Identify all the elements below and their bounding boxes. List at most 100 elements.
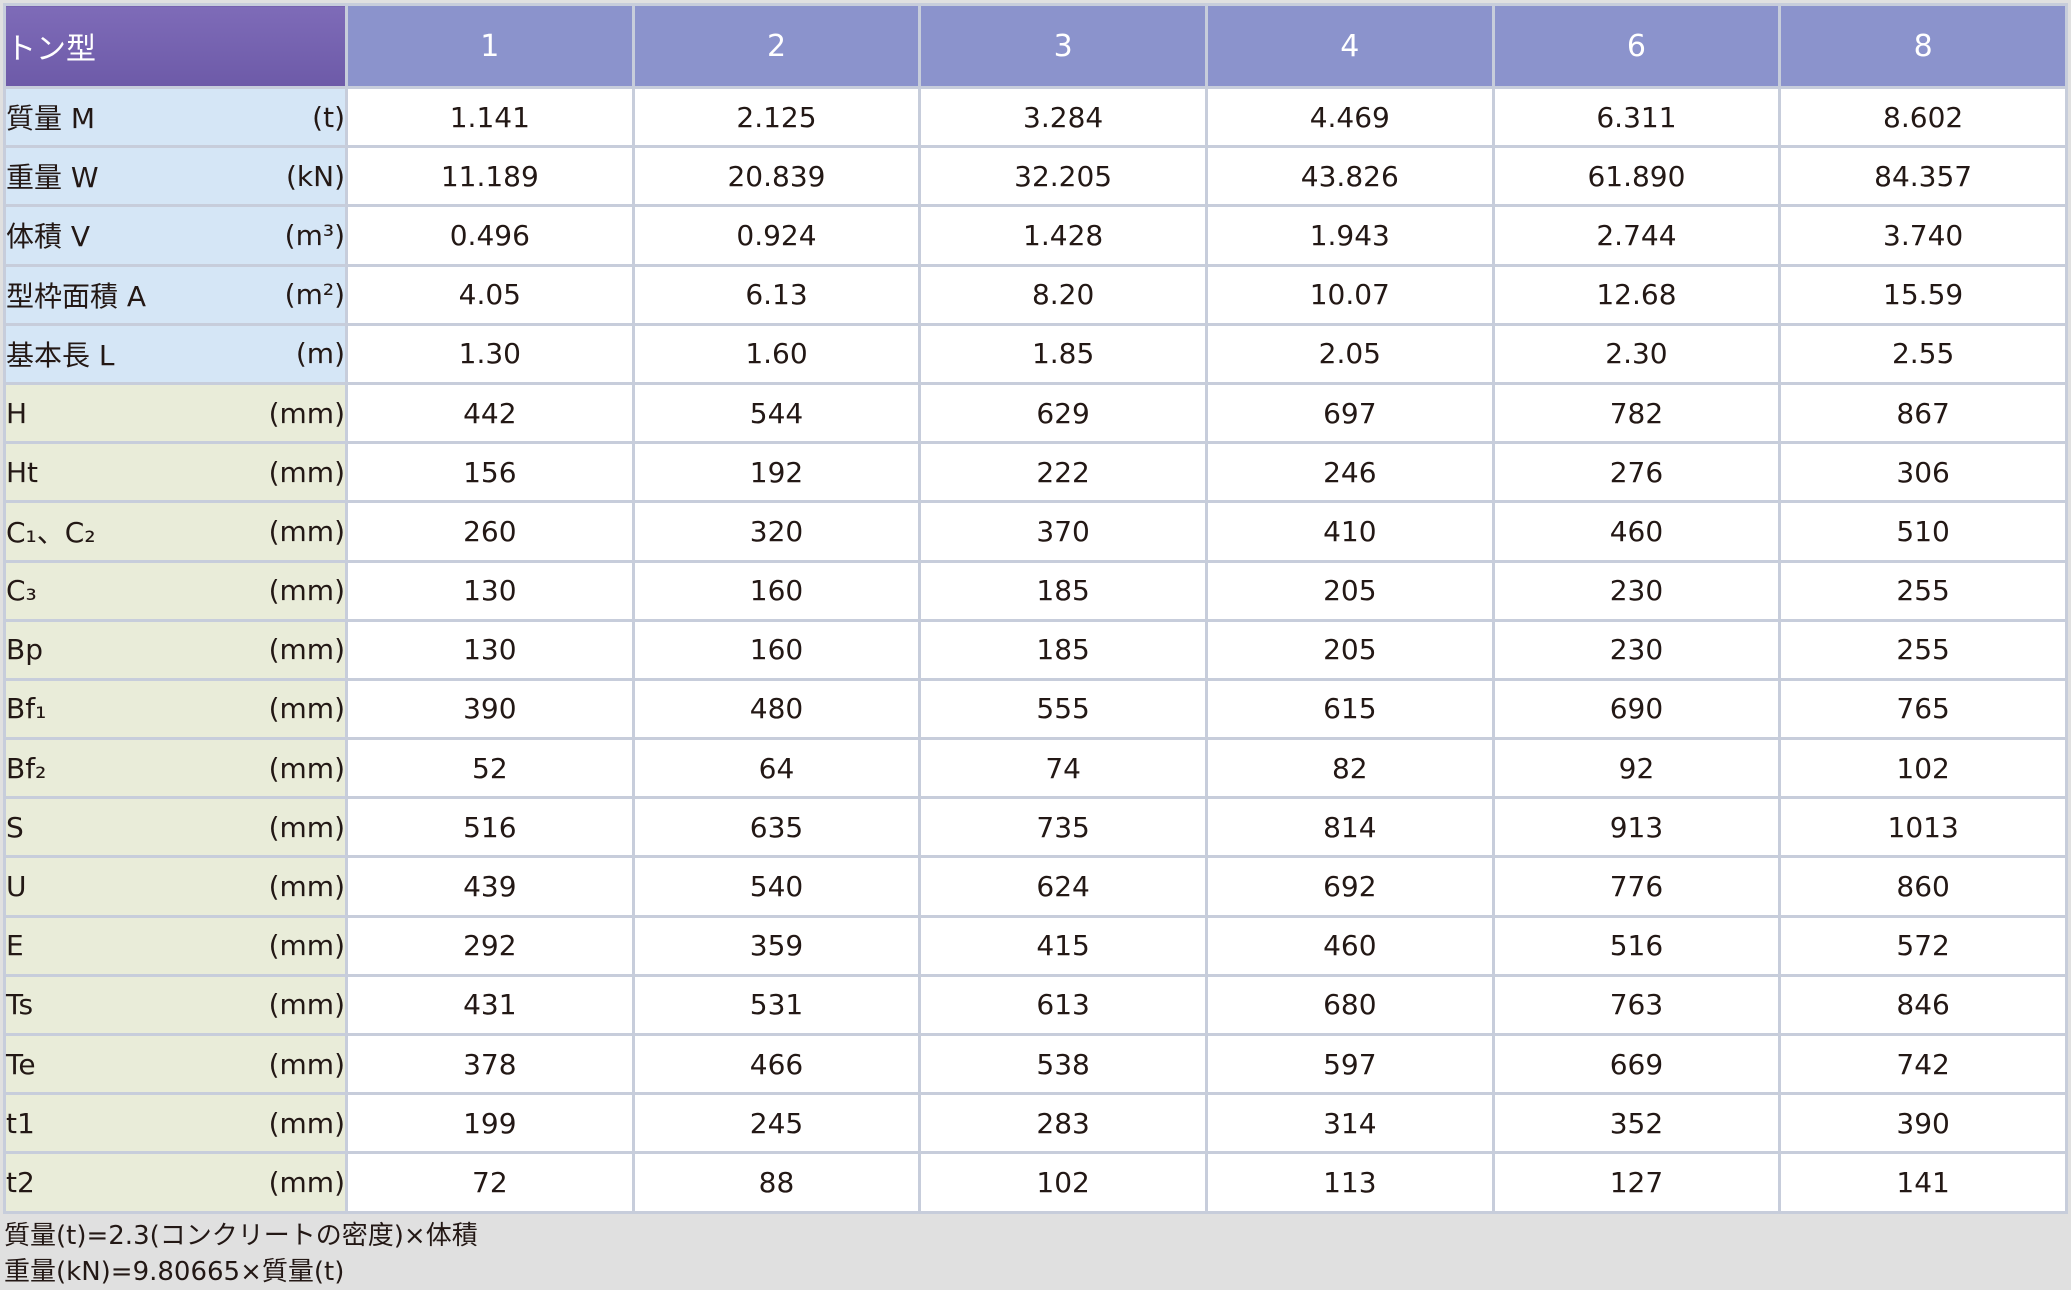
row-unit: (mm) bbox=[268, 929, 345, 963]
value-cell: 12.68 bbox=[1491, 263, 1782, 326]
row-name: Ts bbox=[6, 988, 34, 1022]
row-label-cell: 基本長 L (m) bbox=[3, 322, 348, 385]
value-cell: 2.55 bbox=[1778, 322, 2068, 385]
table-row: H (mm) 442 544 629 697 782 867 bbox=[3, 381, 2068, 445]
value-cell: 442 bbox=[345, 381, 635, 445]
value-cell: 185 bbox=[918, 559, 1208, 622]
table-row: 重量 W (kN) 11.189 20.839 32.205 43.826 61.890 84… bbox=[3, 145, 2068, 208]
row-name: 重量 W bbox=[6, 161, 99, 195]
row-unit: (t) bbox=[312, 100, 345, 134]
value-cell: 431 bbox=[345, 973, 635, 1037]
column-header: 1 bbox=[345, 3, 635, 89]
value-cell: 255 bbox=[1778, 559, 2068, 622]
row-unit: (mm) bbox=[268, 396, 345, 430]
value-cell: 82 bbox=[1204, 737, 1495, 800]
value-cell: 52 bbox=[345, 737, 635, 800]
value-cell: 359 bbox=[631, 914, 922, 977]
value-cell: 680 bbox=[1204, 973, 1495, 1037]
value-cell: 460 bbox=[1491, 500, 1782, 563]
value-cell: 1013 bbox=[1778, 796, 2068, 859]
row-name: U bbox=[6, 870, 27, 904]
value-cell: 735 bbox=[918, 796, 1208, 859]
value-cell: 222 bbox=[918, 441, 1208, 504]
value-cell: 597 bbox=[1204, 1032, 1495, 1096]
row-unit: (mm) bbox=[268, 810, 345, 844]
value-cell: 127 bbox=[1491, 1151, 1782, 1214]
row-label-cell: 型枠面積 A (m²) bbox=[3, 263, 348, 326]
row-unit: (mm) bbox=[268, 574, 345, 608]
table-row: 基本長 L (m) 1.30 1.60 1.85 2.05 2.30 2.55 bbox=[3, 322, 2068, 385]
row-unit: (mm) bbox=[268, 870, 345, 904]
row-name: t2 bbox=[6, 1165, 35, 1199]
value-cell: 516 bbox=[345, 796, 635, 859]
value-cell: 72 bbox=[345, 1151, 635, 1214]
row-label-cell: Te (mm) bbox=[3, 1032, 348, 1096]
value-cell: 306 bbox=[1778, 441, 2068, 504]
value-cell: 2.05 bbox=[1204, 322, 1495, 385]
value-cell: 846 bbox=[1778, 973, 2068, 1037]
value-cell: 6.311 bbox=[1491, 85, 1782, 149]
value-cell: 314 bbox=[1204, 1092, 1495, 1155]
value-cell: 1.60 bbox=[631, 322, 922, 385]
value-cell: 8.602 bbox=[1778, 85, 2068, 149]
row-name: Bp bbox=[6, 633, 43, 667]
column-header: 4 bbox=[1204, 3, 1495, 89]
value-cell: 64 bbox=[631, 737, 922, 800]
row-name: E bbox=[6, 929, 24, 963]
value-cell: 246 bbox=[1204, 441, 1495, 504]
value-cell: 390 bbox=[1778, 1092, 2068, 1155]
value-cell: 74 bbox=[918, 737, 1208, 800]
row-label-cell: Ts (mm) bbox=[3, 973, 348, 1037]
value-cell: 2.744 bbox=[1491, 204, 1782, 267]
value-cell: 1.428 bbox=[918, 204, 1208, 267]
row-unit: (mm) bbox=[268, 1106, 345, 1140]
column-header: 6 bbox=[1491, 3, 1782, 89]
value-cell: 292 bbox=[345, 914, 635, 977]
row-label-cell: U (mm) bbox=[3, 855, 348, 918]
row-label-cell: S (mm) bbox=[3, 796, 348, 859]
value-cell: 867 bbox=[1778, 381, 2068, 445]
value-cell: 10.07 bbox=[1204, 263, 1495, 326]
value-cell: 370 bbox=[918, 500, 1208, 563]
row-name: Bf₂ bbox=[6, 751, 47, 785]
table-row: E (mm) 292 359 415 460 516 572 bbox=[3, 914, 2068, 977]
value-cell: 61.890 bbox=[1491, 145, 1782, 208]
value-cell: 555 bbox=[918, 677, 1208, 741]
value-cell: 3.284 bbox=[918, 85, 1208, 149]
value-cell: 538 bbox=[918, 1032, 1208, 1096]
value-cell: 130 bbox=[345, 618, 635, 681]
table-row: t1 (mm) 199 245 283 314 352 390 bbox=[3, 1092, 2068, 1155]
table-row: C₃ (mm) 130 160 185 205 230 255 bbox=[3, 559, 2068, 622]
value-cell: 4.05 bbox=[345, 263, 635, 326]
value-cell: 531 bbox=[631, 973, 922, 1037]
value-cell: 415 bbox=[918, 914, 1208, 977]
row-label-cell: E (mm) bbox=[3, 914, 348, 977]
row-name: S bbox=[6, 810, 24, 844]
table-row: Bp (mm) 130 160 185 205 230 255 bbox=[3, 618, 2068, 681]
row-unit: (m) bbox=[295, 337, 345, 371]
value-cell: 2.30 bbox=[1491, 322, 1782, 385]
value-cell: 192 bbox=[631, 441, 922, 504]
value-cell: 141 bbox=[1778, 1151, 2068, 1214]
value-cell: 92 bbox=[1491, 737, 1782, 800]
value-cell: 2.125 bbox=[631, 85, 922, 149]
value-cell: 544 bbox=[631, 381, 922, 445]
value-cell: 742 bbox=[1778, 1032, 2068, 1096]
mass-formula-note: 質量(t)=2.3(コンクリートの密度)×体積 bbox=[4, 1221, 478, 1251]
row-name: 質量 M bbox=[6, 102, 96, 136]
value-cell: 199 bbox=[345, 1092, 635, 1155]
table-row: U (mm) 439 540 624 692 776 860 bbox=[3, 855, 2068, 918]
row-unit: (mm) bbox=[268, 1047, 345, 1081]
value-cell: 613 bbox=[918, 973, 1208, 1037]
value-cell: 102 bbox=[918, 1151, 1208, 1214]
row-label-cell: 重量 W (kN) bbox=[3, 145, 348, 208]
row-unit: (kN) bbox=[285, 159, 345, 193]
row-label-cell: t1 (mm) bbox=[3, 1092, 348, 1155]
row-label-cell: Bp (mm) bbox=[3, 618, 348, 681]
value-cell: 4.469 bbox=[1204, 85, 1495, 149]
value-cell: 439 bbox=[345, 855, 635, 918]
row-unit: (mm) bbox=[268, 633, 345, 667]
row-unit: (mm) bbox=[268, 1165, 345, 1199]
row-label-cell: H (mm) bbox=[3, 381, 348, 445]
table-row: S (mm) 516 635 735 814 913 1013 bbox=[3, 796, 2068, 859]
